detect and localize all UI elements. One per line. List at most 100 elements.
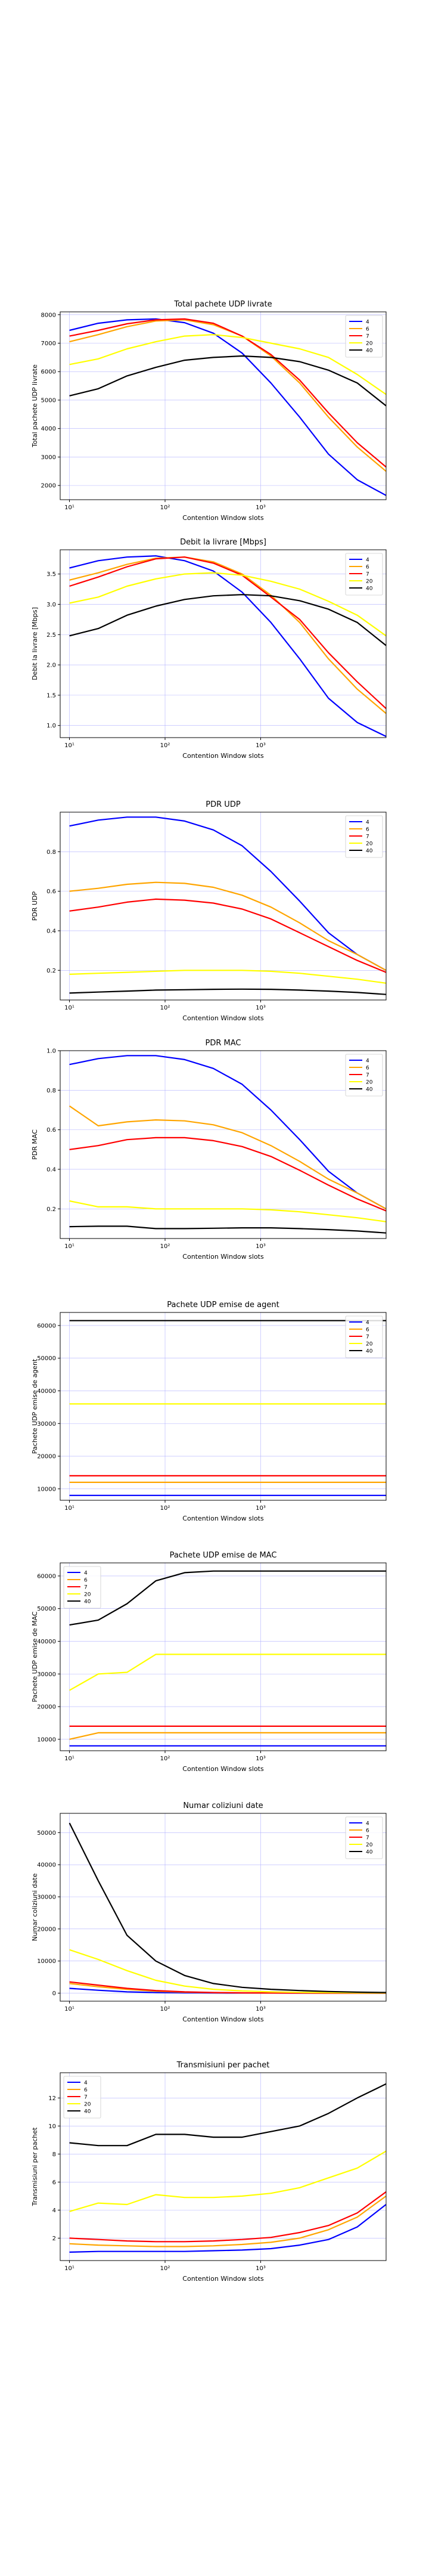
legend-label: 40 xyxy=(366,849,373,854)
series-group xyxy=(69,816,387,995)
legend-box xyxy=(345,1315,383,1358)
y-axis-label: Total pachete UDP livrate xyxy=(31,364,39,448)
legend-box xyxy=(345,315,383,358)
series-group xyxy=(69,318,387,496)
legend-label: 6 xyxy=(366,1066,369,1072)
x-axis-label: Contention Window slots xyxy=(182,514,264,522)
gridlines xyxy=(60,312,386,500)
series-group xyxy=(69,1822,386,1994)
chart-panel-6: 10000 20000 30000 40000 50000 60000 10¹ 10² 10³ P… xyxy=(31,1551,387,1773)
y-tick-label: 2 xyxy=(52,2236,56,2242)
legend-label: 20 xyxy=(366,579,373,585)
chart-title: Numar coliziuni date xyxy=(183,1801,263,1810)
x-tick-label: 10¹ xyxy=(64,2265,74,2272)
x-tick-label: 10¹ xyxy=(64,1243,74,1250)
x-tick-label: 10³ xyxy=(256,1243,266,1250)
x-tick-label: 10² xyxy=(160,1505,170,1512)
y-tick-label: 1.5 xyxy=(46,692,56,699)
x-tick-label: 10³ xyxy=(256,742,266,749)
gridlines xyxy=(60,1813,386,2001)
x-tick-label: 10³ xyxy=(256,504,266,511)
x-tick-label: 10² xyxy=(160,1005,170,1011)
legend-label: 6 xyxy=(366,1327,369,1333)
legend-label: 4 xyxy=(84,2080,88,2086)
y-tick-label: 10 xyxy=(48,2123,56,2130)
axes-frame xyxy=(60,1562,387,1751)
legend-label: 20 xyxy=(366,1080,373,1086)
y-tick-label: 0.8 xyxy=(46,1088,56,1094)
series-group xyxy=(69,1570,386,1747)
y-tick-label: 40000 xyxy=(37,1388,56,1395)
x-axis-label: Contention Window slots xyxy=(182,1253,264,1261)
legend-label: 7 xyxy=(84,1585,88,1591)
y-tick-label: 3.0 xyxy=(46,602,56,608)
chart-panel-1: 2000 3000 4000 5000 6000 7000 8000 10¹ 10² 10³ Tot… xyxy=(31,300,387,522)
x-tick-label: 10¹ xyxy=(64,1755,74,1762)
chart-title: Debit la livrare [Mbps] xyxy=(180,538,266,547)
chart-title: Total pachete UDP livrate xyxy=(173,300,272,309)
series-group xyxy=(69,1320,386,1496)
y-tick-label: 0.6 xyxy=(46,1127,56,1134)
y-axis-label: PDR UDP xyxy=(31,891,39,921)
x-axis-label: Contention Window slots xyxy=(182,2015,264,2023)
legend-label: 7 xyxy=(366,1835,369,1841)
series-line-20 xyxy=(69,970,387,984)
x-tick-label: 10² xyxy=(160,742,170,749)
x-tick-label: 10² xyxy=(160,1755,170,1762)
series-line-20 xyxy=(69,1200,387,1222)
y-tick-label: 40000 xyxy=(37,1862,56,1869)
legend-label: 40 xyxy=(366,348,373,354)
legend-label: 20 xyxy=(366,341,373,347)
x-tick-label: 10³ xyxy=(256,1505,266,1512)
y-tick-label: 0.2 xyxy=(46,968,56,974)
chart-title: PDR UDP xyxy=(206,800,241,809)
axes-frame xyxy=(60,311,387,500)
x-tick-label: 10¹ xyxy=(64,1505,74,1512)
legend-label: 40 xyxy=(366,1349,373,1355)
x-tick-label: 10² xyxy=(160,2006,170,2012)
series-line-6 xyxy=(69,881,387,971)
series-line-7 xyxy=(69,556,387,710)
legend-label: 7 xyxy=(366,572,369,578)
legend-label: 40 xyxy=(366,1087,373,1093)
x-axis-label: Contention Window slots xyxy=(182,1765,264,1773)
y-tick-label: 8 xyxy=(52,2151,56,2158)
series-line-4 xyxy=(69,2204,387,2253)
series-line-40 xyxy=(69,1225,386,1234)
legend-label: 6 xyxy=(366,565,369,571)
legend-label: 6 xyxy=(366,827,369,833)
x-axis-label: Contention Window slots xyxy=(182,1014,264,1022)
series-line-7 xyxy=(69,1137,387,1212)
series-line-20 xyxy=(69,572,387,637)
y-tick-label: 12 xyxy=(48,2095,56,2102)
legend-label: 20 xyxy=(366,1342,373,1348)
x-tick-label: 10¹ xyxy=(64,2006,74,2012)
y-tick-label: 20000 xyxy=(37,1926,56,1933)
legend-box xyxy=(345,815,383,858)
y-tick-label: 4 xyxy=(52,2207,56,2214)
y-axis-label: PDR MAC xyxy=(31,1129,39,1160)
gridlines xyxy=(60,812,386,1000)
y-tick-label: 60000 xyxy=(37,1573,56,1580)
legend-label: 20 xyxy=(84,1592,91,1598)
y-tick-label: 0.4 xyxy=(46,928,56,934)
x-axis-label: Contention Window slots xyxy=(182,2275,264,2283)
axes-frame xyxy=(60,549,387,738)
legend-label: 4 xyxy=(366,820,369,826)
series-line-40 xyxy=(69,1570,386,1626)
legend-label: 6 xyxy=(366,1828,369,1834)
y-tick-label: 2000 xyxy=(41,483,56,490)
series-line-6 xyxy=(69,556,387,714)
axes-frame xyxy=(60,1813,387,2002)
legend-label: 20 xyxy=(366,1843,373,1849)
y-axis-label: Debit la livrare [Mbps] xyxy=(31,607,39,680)
y-tick-label: 2.5 xyxy=(46,632,56,639)
x-tick-label: 10³ xyxy=(256,2265,266,2272)
series-line-40 xyxy=(69,355,387,407)
series-line-4 xyxy=(69,318,387,496)
y-tick-label: 20000 xyxy=(37,1454,56,1460)
